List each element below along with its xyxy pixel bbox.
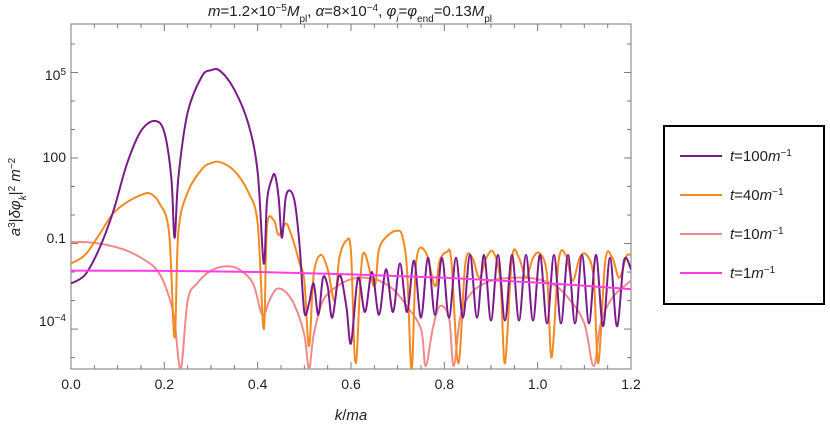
legend-label: t=100m−1 (730, 148, 792, 166)
x-tick-label: 1.2 (621, 376, 641, 392)
y-tick-label-1e-4: 10−4 (39, 313, 66, 330)
legend: t=100m−1 t=40m−1 t=10m−1 t=1m−1 (663, 125, 825, 305)
y-axis-label: a3|δφk|2 m−2 (7, 157, 29, 236)
legend-label: t=40m−1 (730, 187, 784, 205)
x-tick-label: 0.8 (435, 376, 455, 392)
x-tick-label: 0.4 (248, 376, 268, 392)
legend-label: t=1m−1 (730, 265, 776, 283)
x-axis-label: k/ma (335, 407, 368, 424)
y-tick-label-100: 100 (43, 149, 67, 165)
series-lines (71, 68, 631, 369)
x-tick-label: 0.0 (61, 376, 81, 392)
x-tick-label: 0.6 (341, 376, 361, 392)
x-tick-label: 1.0 (528, 376, 548, 392)
chart-title: m=1.2×10−5Mpl, α=8×10−4, φi=φend=0.13Mpl (208, 3, 492, 25)
y-tick-label-0.1: 0.1 (47, 230, 67, 246)
y-tick-labels: 105 100 0.1 10−4 (39, 67, 66, 330)
x-tick-label: 0.2 (155, 376, 175, 392)
series-line-t100m (71, 68, 631, 345)
x-tick-labels: 0.0 0.2 0.4 0.6 0.8 1.0 1.2 (61, 376, 641, 392)
series-line-t1m (71, 269, 631, 291)
legend-label: t=10m−1 (730, 226, 784, 244)
axis-ticks (70, 24, 632, 369)
y-tick-label-1e5: 105 (45, 67, 67, 84)
